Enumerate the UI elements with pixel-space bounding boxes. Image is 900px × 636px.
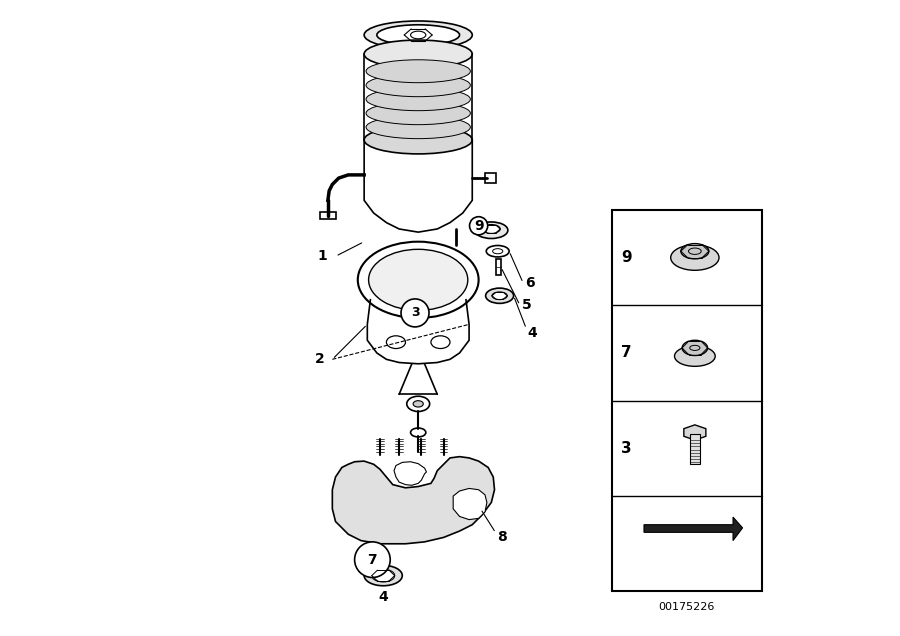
Ellipse shape xyxy=(431,336,450,349)
Polygon shape xyxy=(454,488,487,520)
Ellipse shape xyxy=(372,569,395,582)
Polygon shape xyxy=(684,425,706,440)
Ellipse shape xyxy=(386,336,406,349)
Circle shape xyxy=(355,542,391,577)
Text: 00175226: 00175226 xyxy=(659,602,716,612)
Circle shape xyxy=(401,299,429,327)
Ellipse shape xyxy=(492,292,508,300)
Text: 7: 7 xyxy=(367,553,377,567)
Ellipse shape xyxy=(674,346,716,366)
Ellipse shape xyxy=(366,74,471,97)
Ellipse shape xyxy=(407,396,429,411)
Ellipse shape xyxy=(486,288,514,303)
Text: 9: 9 xyxy=(621,250,632,265)
Text: 4: 4 xyxy=(378,590,388,604)
Ellipse shape xyxy=(364,40,472,68)
Bar xyxy=(612,210,761,591)
Ellipse shape xyxy=(364,21,472,49)
Ellipse shape xyxy=(681,244,709,259)
Ellipse shape xyxy=(366,60,471,83)
Ellipse shape xyxy=(364,126,472,154)
Bar xyxy=(485,173,497,183)
Text: 8: 8 xyxy=(498,530,507,544)
Polygon shape xyxy=(394,462,427,485)
Ellipse shape xyxy=(364,565,402,586)
Ellipse shape xyxy=(482,225,500,233)
Ellipse shape xyxy=(413,401,423,407)
Text: 9: 9 xyxy=(473,219,483,233)
Text: 4: 4 xyxy=(527,326,537,340)
Text: 3: 3 xyxy=(621,441,632,456)
Ellipse shape xyxy=(366,88,471,111)
Ellipse shape xyxy=(377,25,460,45)
Ellipse shape xyxy=(670,245,719,270)
Text: 5: 5 xyxy=(521,298,531,312)
Text: 7: 7 xyxy=(621,345,632,361)
Polygon shape xyxy=(644,517,742,541)
Bar xyxy=(320,212,337,219)
Polygon shape xyxy=(332,457,494,544)
Ellipse shape xyxy=(358,242,479,318)
Text: 6: 6 xyxy=(525,276,535,290)
Ellipse shape xyxy=(369,249,468,310)
Text: 3: 3 xyxy=(410,307,419,319)
Ellipse shape xyxy=(682,340,707,356)
Text: 1: 1 xyxy=(318,249,328,263)
Ellipse shape xyxy=(486,245,509,257)
Bar xyxy=(689,434,700,464)
Ellipse shape xyxy=(410,428,426,437)
Ellipse shape xyxy=(366,116,471,139)
Ellipse shape xyxy=(366,102,471,125)
Ellipse shape xyxy=(475,222,508,238)
Bar xyxy=(496,259,501,275)
Text: 2: 2 xyxy=(315,352,325,366)
